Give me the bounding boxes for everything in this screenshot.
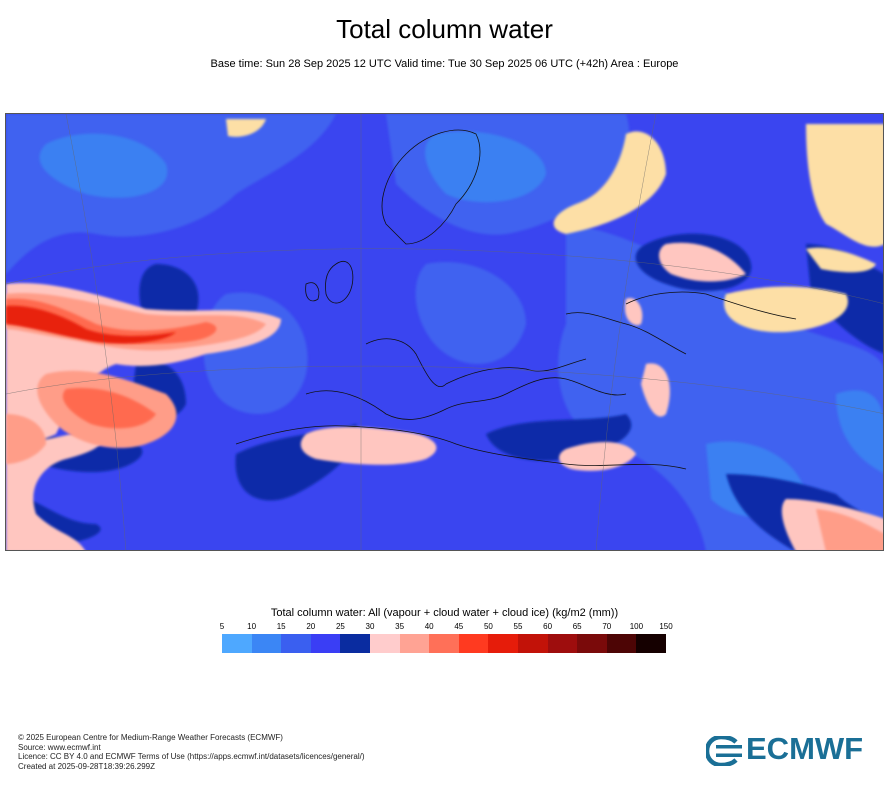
legend-swatch — [310, 634, 341, 653]
legend-tick-label: 65 — [572, 622, 582, 631]
chart-subtitle: Base time: Sun 28 Sep 2025 12 UTC Valid … — [210, 58, 679, 70]
legend-swatch — [577, 634, 607, 653]
legend-tick-label: 35 — [395, 622, 405, 631]
ecmwf-logo: ECMWF — [706, 731, 876, 768]
legend-tick-label: 60 — [543, 622, 553, 631]
footer-copyright: © 2025 European Centre for Medium-Range … — [18, 733, 283, 742]
footer-credits: © 2025 European Centre for Medium-Range … — [18, 733, 365, 771]
legend-ticks: 5 10 15 20 25 30 35 40 45 50 55 60 65 70 100 150 — [219, 622, 673, 634]
legend-tick-label: 100 — [629, 622, 644, 631]
map-field — [6, 114, 883, 550]
footer-licence: Licence: CC BY 4.0 and ECMWF Terms of Us… — [18, 752, 365, 761]
legend-tick-label: 150 — [659, 622, 673, 631]
legend-swatch — [429, 634, 459, 653]
legend-title: Total column water: All (vapour + cloud … — [270, 607, 619, 619]
ecmwf-logo-text: ECMWF — [746, 731, 864, 766]
legend-swatch — [222, 634, 252, 653]
legend-tick-label: 10 — [247, 622, 257, 631]
legend-swatch — [458, 634, 489, 653]
legend-swatch — [517, 634, 548, 653]
legend-tick-label: 15 — [276, 622, 286, 631]
footer-source: Source: www.ecmwf.int — [18, 742, 101, 752]
legend-swatch — [636, 634, 666, 653]
footer-created: Created at 2025-09-28T18:39:26.299Z — [18, 761, 155, 771]
legend-swatch — [547, 634, 578, 653]
legend-swatch — [251, 634, 282, 653]
legend-swatch — [488, 634, 518, 653]
legend-tick-label: 55 — [513, 622, 523, 631]
legend-swatch — [399, 634, 430, 653]
legend-tick-label: 70 — [602, 622, 612, 631]
legend-swatch — [606, 634, 637, 653]
legend-tick-label: 30 — [365, 622, 375, 631]
legend-tick-label: 45 — [454, 622, 464, 631]
chart-title: Total column water — [336, 14, 553, 44]
ecmwf-logo-icon — [706, 736, 742, 766]
legend-tick-label: 20 — [306, 622, 316, 631]
legend-tick-label: 40 — [424, 622, 434, 631]
legend-swatch — [281, 634, 311, 653]
legend-tick-label: 50 — [483, 622, 493, 631]
legend-swatch — [340, 634, 370, 653]
legend-swatch — [369, 634, 400, 653]
legend-color-bar — [222, 634, 666, 653]
map-panel — [5, 113, 884, 551]
legend-tick-label: 25 — [335, 622, 345, 631]
legend-tick-label: 5 — [219, 622, 225, 631]
